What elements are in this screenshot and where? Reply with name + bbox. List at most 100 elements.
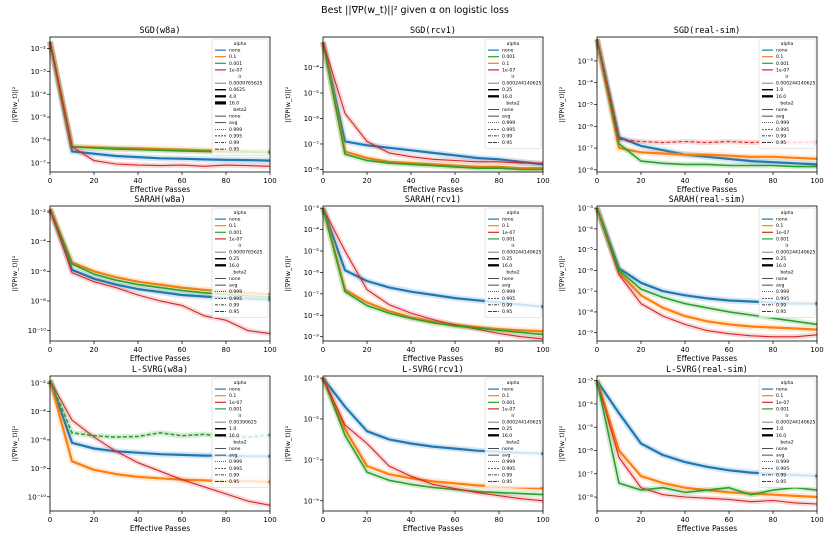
x-tick-label: 60 [725,516,734,524]
legend-title: lr [511,413,514,419]
series-line-1e-07 [49,380,271,506]
legend-box [484,207,542,318]
legend-entry: 0.001 [776,61,789,67]
legend-entry: 1e-07 [229,67,242,73]
legend-entry: 0.95 [776,140,786,146]
y-axis-label: ||∇P(w_t)||² [11,86,19,122]
legend-entry: 1.0 [229,426,236,432]
plot-frame [596,205,818,342]
legend-entry: 0.00390625 [229,420,257,426]
subplot-title: L-SVRG(rcv1) [402,365,463,375]
legend-entry: 0.999 [502,459,515,465]
y-tick-label: 10⁻⁶ [31,268,47,276]
x-tick-label: 100 [263,516,276,524]
y-axis-label: ||∇P(w_t)||² [558,425,566,461]
legend-title: alpha [234,41,247,47]
subplot-title: SARAH(rcv1) [405,195,461,205]
x-axis-label: Effective Passes [677,354,737,363]
legend-entry: 0.999 [502,120,515,126]
x-tick-label: 80 [222,516,231,524]
y-tick-label: 10⁻⁷ [31,159,47,167]
series-line-1e-07 [322,41,543,164]
y-tick-label: 10⁻⁸ [304,166,320,174]
legend: alphanone0.11e-070.001lr0.0002441406250.… [484,207,542,318]
subplot-title: SARAH(w8a) [134,195,185,205]
legend-title: beta2 [506,439,519,445]
legend-entry: 0.999 [776,120,789,126]
y-tick-label: 10⁻⁴ [304,64,320,72]
x-axis-label: Effective Passes [403,524,463,533]
legend-entry: 0.1 [229,393,236,399]
legend-entry: 0.95 [502,479,512,485]
y-tick-label: 10⁻³ [31,68,47,76]
legend-title: lr [238,413,241,419]
legend-entry: none [229,277,241,282]
y-tick-label: 10⁻⁹ [304,333,320,341]
legend-box [211,377,269,488]
x-tick-label: 60 [178,516,187,524]
legend-entry: 0.001 [229,61,242,67]
plot-frame [49,36,271,173]
series-line-0.1 [321,41,543,170]
y-tick-label: 10⁻⁶ [304,115,320,123]
legend-entry: 0.995 [229,133,242,139]
legend-entry: none [502,447,514,452]
y-axis-label: ||∇P(w_t)||² [284,255,292,291]
x-tick-label: 20 [90,346,99,354]
legend-entry: 0.99 [776,133,786,139]
legend-title: alpha [507,41,520,47]
legend-entry: avg [776,115,785,120]
series-line-0.001 [322,377,544,496]
x-tick-label: 40 [407,516,416,524]
y-tick-label: 10⁻⁸ [31,465,47,473]
legend-entry: 0.1 [229,54,236,60]
x-tick-label: 80 [769,516,778,524]
legend-entry: avg [502,115,511,120]
y-tick-label: 10⁻⁵ [31,114,47,122]
legend-entry: 0.001 [502,54,515,60]
legend: alphanone0.10.0011e-07lr0.00097656250.25… [211,207,269,318]
y-tick-label: 10⁻³ [304,205,320,213]
x-tick-label: 20 [637,516,646,524]
legend-box [484,38,542,149]
x-tick-label: 60 [178,346,187,354]
legend-entry: 0.25 [502,426,512,432]
legend-entry: 1e-07 [776,230,789,236]
y-tick-label: 10⁻⁵ [578,424,594,432]
legend-entry: 0.99 [502,302,512,308]
legend-box [758,38,816,149]
legend-entry: 1.0 [776,426,783,432]
legend-entry: 0.1 [502,393,509,399]
legend-entry: 0.99 [229,472,239,478]
y-tick-label: 10⁻⁸ [578,166,594,174]
subplot: SARAH(w8a) 0 20 40 60 80 100 Effective Passes 10… [11,195,277,363]
legend: alphanone0.0010.11e-07lr0.0002441406250.… [484,38,542,149]
y-tick-label: 10⁻⁸ [578,308,594,316]
legend-title: beta2 [780,439,793,445]
y-tick-label: 10⁻⁸ [31,297,47,305]
y-tick-label: 10⁻⁴ [578,400,594,408]
x-tick-label: 60 [451,177,460,185]
legend-entry: 16.0 [776,94,786,100]
y-tick-label: 10⁻⁵ [304,415,320,423]
y-tick-label: 10⁻⁴ [31,91,47,99]
legend-title: lr [238,243,241,249]
x-tick-label: 40 [681,516,690,524]
legend-entry: 0.999 [776,459,789,465]
subplot: L-SVRG(real-sim) 0 20 40 60 80 100 Effective Pa… [558,365,824,533]
plot-frame [322,375,544,512]
legend: alphanone0.10.0011e-07lr0.0002441406250.… [484,377,542,488]
x-tick-label: 80 [769,177,778,185]
y-tick-label: 10⁻⁴ [304,226,320,234]
y-tick-label: 10⁻⁹ [578,329,594,337]
legend-entry: none [776,447,788,452]
legend-entry: 0.001 [229,406,242,412]
subplot: SARAH(real-sim) 0 20 40 60 80 100 Effective Pas… [558,195,824,363]
x-axis-label: Effective Passes [677,524,737,533]
x-tick-label: 80 [222,346,231,354]
x-tick-label: 40 [681,177,690,185]
x-axis-label: Effective Passes [130,185,190,194]
legend-entry: none [229,115,241,120]
legend-entry: none [502,218,514,223]
series-line-none [595,38,818,166]
